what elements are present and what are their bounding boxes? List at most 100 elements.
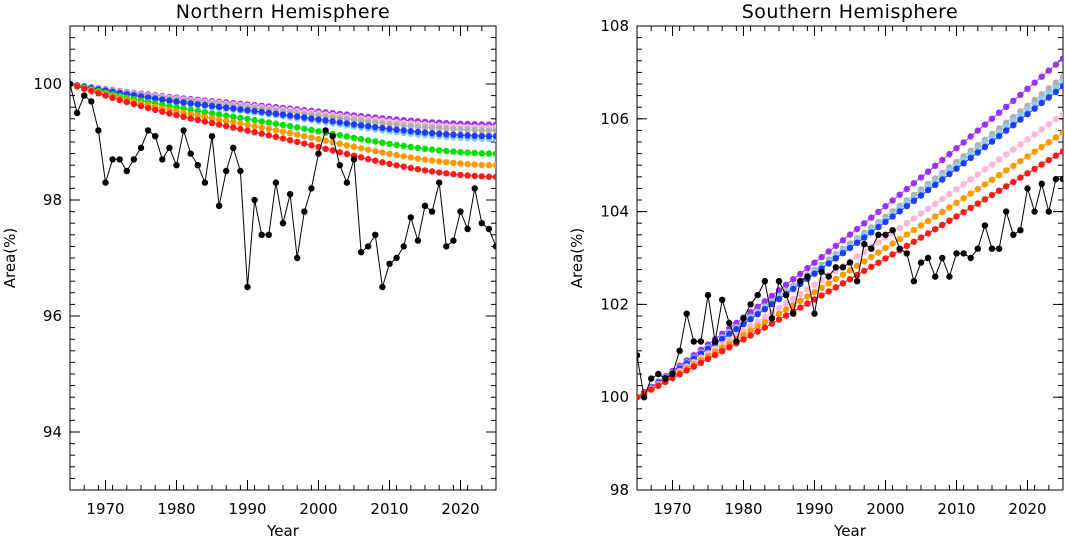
- point-red: [889, 251, 896, 258]
- point-red: [924, 230, 932, 237]
- point-gray: [407, 122, 414, 130]
- point-purple: [995, 109, 1003, 116]
- point-purple: [939, 156, 946, 164]
- point-blue: [1010, 122, 1017, 129]
- point-blue: [329, 118, 336, 125]
- point-blue: [1031, 105, 1038, 112]
- x-tick-label: 1970: [653, 500, 691, 518]
- point-black: [832, 264, 839, 271]
- point-blue: [393, 126, 400, 133]
- point-gray: [428, 124, 436, 131]
- point-purple: [1024, 85, 1031, 93]
- point-black: [754, 291, 761, 299]
- point-black: [910, 278, 918, 285]
- point-black: [1059, 175, 1063, 183]
- point-red: [832, 284, 839, 291]
- point-pink: [924, 205, 932, 212]
- point-black: [329, 133, 336, 140]
- point-purple: [1017, 91, 1024, 99]
- point-black: [761, 278, 768, 285]
- point-pink: [797, 290, 804, 298]
- point-green: [428, 146, 436, 153]
- point-black: [88, 98, 95, 105]
- point-red: [995, 187, 1003, 194]
- point-orange: [1038, 143, 1045, 151]
- point-blue: [832, 255, 839, 262]
- y-tick-label: 96: [43, 307, 62, 325]
- point-black: [173, 162, 180, 169]
- point-purple: [1045, 67, 1053, 74]
- point-orange: [889, 240, 896, 247]
- point-pink: [768, 309, 776, 316]
- point-red: [414, 166, 422, 173]
- point-red: [407, 164, 414, 172]
- point-red: [697, 359, 705, 366]
- point-red: [637, 394, 641, 401]
- point-orange: [761, 319, 768, 326]
- point-black: [932, 273, 939, 280]
- point-black: [144, 127, 152, 134]
- point-red: [839, 280, 847, 287]
- point-black: [393, 254, 400, 262]
- point-red: [137, 102, 145, 110]
- point-green: [421, 145, 429, 152]
- point-orange: [896, 235, 903, 243]
- point-red: [123, 98, 130, 106]
- point-pink: [903, 220, 910, 227]
- point-red: [1059, 148, 1063, 155]
- point-orange: [485, 161, 493, 169]
- point-black: [70, 80, 74, 88]
- point-orange: [372, 147, 379, 155]
- point-black: [846, 259, 854, 266]
- point-gray: [492, 127, 496, 134]
- point-black: [308, 185, 315, 192]
- point-black: [719, 296, 726, 303]
- point-green: [308, 126, 315, 134]
- point-red: [478, 173, 485, 180]
- point-orange: [1017, 157, 1024, 165]
- point-black: [1003, 208, 1010, 215]
- point-orange: [457, 160, 464, 167]
- point-blue: [208, 102, 216, 110]
- point-red: [130, 100, 138, 108]
- point-orange: [797, 297, 804, 304]
- point-red: [846, 276, 854, 283]
- point-red: [903, 242, 910, 250]
- point-orange: [464, 160, 471, 168]
- point-black: [995, 245, 1003, 252]
- point-red: [939, 221, 946, 229]
- point-orange: [357, 145, 365, 152]
- point-blue: [365, 123, 372, 130]
- point-orange: [492, 162, 496, 169]
- point-orange: [230, 119, 237, 126]
- point-orange: [868, 253, 875, 261]
- point-orange: [939, 208, 946, 216]
- point-red: [471, 172, 478, 180]
- point-red: [492, 173, 496, 180]
- point-orange: [910, 226, 918, 234]
- point-gray: [436, 125, 443, 132]
- point-gray: [485, 127, 493, 134]
- point-blue: [1038, 99, 1045, 107]
- point-blue: [144, 94, 152, 101]
- point-black: [704, 291, 712, 299]
- point-blue: [967, 154, 974, 162]
- point-blue: [428, 130, 436, 137]
- point-red: [372, 157, 379, 164]
- point-orange: [272, 127, 280, 134]
- point-blue: [1052, 88, 1060, 96]
- point-pink: [960, 181, 967, 188]
- point-green: [301, 125, 308, 132]
- point-red: [457, 171, 464, 179]
- point-black: [421, 202, 429, 209]
- point-red: [400, 163, 407, 170]
- point-pink: [811, 281, 818, 288]
- point-blue: [443, 131, 450, 138]
- point-black: [230, 144, 237, 151]
- point-black: [315, 150, 322, 157]
- point-red: [882, 255, 889, 262]
- point-black: [747, 301, 754, 308]
- point-black: [1010, 231, 1017, 238]
- point-orange: [223, 117, 230, 125]
- point-blue: [357, 122, 365, 129]
